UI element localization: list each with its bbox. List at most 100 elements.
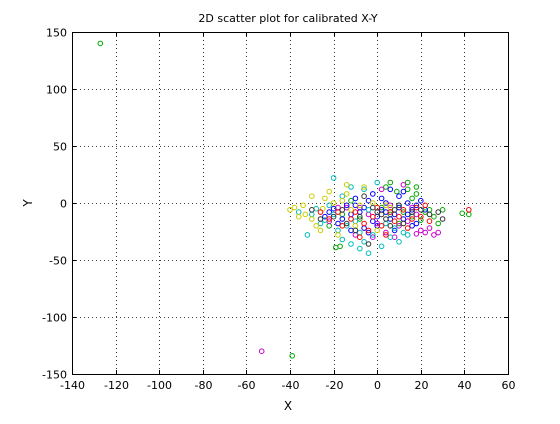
scatter-point bbox=[396, 193, 402, 199]
scatter-point bbox=[391, 218, 398, 224]
scatter-point bbox=[404, 186, 411, 193]
scatter-point bbox=[409, 223, 415, 229]
scatter-point bbox=[431, 232, 437, 238]
scatter-point bbox=[387, 179, 394, 186]
scatter-point bbox=[396, 239, 402, 245]
scatter-point bbox=[404, 200, 411, 206]
scatter-point bbox=[357, 234, 363, 240]
plot-area: -140 -120 -100 -80 -60 -40 -20 0 20 40 60 -150 -100 -… bbox=[42, 27, 515, 393]
scatter-point bbox=[370, 232, 376, 238]
scatter-point bbox=[435, 229, 442, 236]
scatter-point bbox=[426, 218, 433, 224]
scatter-point bbox=[309, 216, 315, 222]
scatter-point bbox=[387, 223, 394, 229]
scatter-point bbox=[291, 204, 298, 211]
scatter-point bbox=[378, 211, 385, 218]
y-tick-label: 150 bbox=[46, 27, 67, 40]
scatter-point bbox=[343, 182, 350, 188]
scatter-point bbox=[97, 40, 104, 47]
scatter-point bbox=[391, 225, 398, 231]
grid-lines bbox=[72, 32, 508, 374]
scatter-point bbox=[335, 220, 341, 227]
scatter-point bbox=[370, 204, 376, 211]
scatter-point bbox=[418, 227, 424, 234]
x-axis-label: X bbox=[284, 399, 292, 413]
scatter-point bbox=[365, 250, 372, 256]
scatter-point bbox=[352, 195, 359, 202]
scatter-point bbox=[383, 216, 389, 222]
scatter-point bbox=[348, 216, 354, 222]
scatter-point bbox=[365, 229, 372, 236]
y-tick-label: -50 bbox=[49, 255, 67, 268]
scatter-point bbox=[383, 202, 389, 209]
scatter-point bbox=[409, 209, 415, 215]
scatter-point bbox=[339, 207, 346, 213]
scatter-point bbox=[337, 243, 343, 250]
scatter-series bbox=[309, 193, 446, 247]
scatter-point bbox=[409, 216, 415, 222]
scatter-point bbox=[317, 227, 324, 234]
scatter-point bbox=[335, 209, 341, 215]
scatter-point bbox=[413, 202, 420, 209]
data-points bbox=[97, 40, 472, 359]
scatter-point bbox=[383, 232, 389, 238]
scatter-point bbox=[431, 213, 437, 220]
scatter-point bbox=[391, 227, 398, 234]
scatter-point bbox=[387, 186, 394, 193]
scatter-point bbox=[365, 227, 372, 234]
scatter-point bbox=[413, 231, 420, 237]
scatter-point bbox=[348, 241, 354, 247]
scatter-point bbox=[396, 204, 402, 211]
scatter-point bbox=[383, 229, 389, 236]
scatter-point bbox=[352, 209, 359, 215]
scatter-point bbox=[413, 220, 420, 227]
scatter-point bbox=[361, 220, 367, 227]
scatter-point bbox=[348, 207, 354, 213]
scatter-point bbox=[302, 211, 309, 218]
scatter-point bbox=[352, 227, 359, 234]
scatter-point bbox=[339, 236, 346, 243]
scatter-point bbox=[409, 195, 415, 202]
scatter-point bbox=[330, 211, 337, 218]
scatter-point bbox=[418, 207, 424, 213]
scatter-point bbox=[396, 223, 402, 229]
scatter-point bbox=[343, 220, 350, 227]
scatter-point bbox=[361, 193, 367, 199]
scatter-point bbox=[418, 197, 424, 204]
scatter-point bbox=[374, 179, 381, 186]
scatter-point bbox=[309, 207, 315, 213]
scatter-point bbox=[413, 211, 420, 218]
y-tick-label: 50 bbox=[53, 141, 67, 154]
scatter-point bbox=[348, 197, 354, 204]
chart-title: 2D scatter plot for calibrated X-Y bbox=[198, 12, 377, 25]
x-tick-label: 20 bbox=[415, 379, 429, 392]
scatter-point bbox=[357, 216, 363, 222]
scatter-point bbox=[295, 213, 302, 220]
scatter-point bbox=[374, 220, 381, 227]
scatter-point bbox=[361, 204, 367, 211]
scatter-point bbox=[413, 184, 420, 190]
scatter-point bbox=[313, 223, 320, 229]
scatter-point bbox=[357, 202, 363, 209]
y-tick-label: 100 bbox=[46, 84, 67, 97]
scatter-point bbox=[400, 229, 407, 236]
scatter-point bbox=[361, 239, 367, 245]
scatter-point bbox=[300, 202, 306, 209]
scatter-point bbox=[365, 207, 372, 213]
scatter-point bbox=[258, 348, 265, 355]
scatter-point bbox=[370, 191, 376, 197]
x-tick-label: -60 bbox=[238, 379, 256, 392]
scatter-point bbox=[339, 223, 346, 229]
x-tick-label: 40 bbox=[458, 379, 472, 392]
y-tick-label: 0 bbox=[60, 198, 67, 211]
scatter-point bbox=[404, 179, 411, 186]
scatter-point bbox=[422, 209, 429, 215]
scatter-point bbox=[339, 197, 346, 204]
scatter-series bbox=[258, 182, 442, 355]
x-tick-label: 0 bbox=[374, 379, 381, 392]
scatter-point bbox=[426, 211, 433, 218]
scatter-point bbox=[394, 188, 400, 195]
scatter-point bbox=[317, 216, 324, 222]
scatter-point bbox=[304, 232, 311, 238]
